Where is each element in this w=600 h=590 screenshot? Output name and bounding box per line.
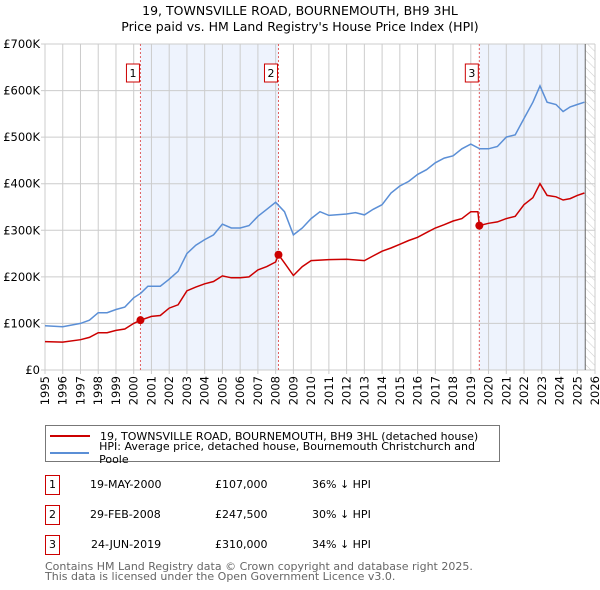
transaction-price: £310,000 — [215, 538, 268, 551]
transaction-marker: 3 — [45, 535, 60, 555]
sale-label-box — [263, 63, 278, 83]
x-tick-label: 2013 — [357, 376, 371, 405]
x-tick-label: 2019 — [464, 376, 478, 405]
y-tick-label: £300K — [3, 223, 40, 237]
sale-label: 3 — [468, 67, 475, 80]
x-tick-label: 2010 — [304, 376, 318, 405]
transaction-hpi-diff: 34% ↓ HPI — [312, 538, 371, 551]
x-tick-label: 2002 — [162, 376, 176, 405]
transaction-marker: 1 — [45, 475, 60, 495]
y-tick-label: £200K — [3, 270, 40, 284]
footer-copyright: Contains HM Land Registry data © Crown c… — [45, 560, 473, 573]
y-tick-label: £600K — [3, 84, 40, 98]
y-tick-label: £0 — [25, 363, 40, 377]
future-hatch — [585, 44, 595, 370]
transaction-date: 29-FEB-2008 — [90, 508, 161, 521]
x-tick-label: 2025 — [570, 376, 584, 405]
sale-label-box — [464, 63, 479, 83]
sale-label-box — [125, 63, 140, 83]
footer-licence: This data is licensed under the Open Gov… — [45, 570, 396, 583]
x-tick-label: 2011 — [322, 376, 336, 405]
shaded-period — [140, 44, 279, 370]
x-tick-label: 2024 — [553, 376, 567, 405]
transaction-row: 3 24-JUN-2019 £310,000 34% ↓ HPI — [45, 535, 445, 555]
y-tick-label: £400K — [3, 177, 40, 191]
legend-label-property: 19, TOWNSVILLE ROAD, BOURNEMOUTH, BH9 3H… — [100, 429, 479, 443]
sale-point — [274, 250, 283, 259]
transaction-row: 2 29-FEB-2008 £247,500 30% ↓ HPI — [45, 505, 445, 525]
transaction-hpi-diff: 36% ↓ HPI — [312, 478, 371, 491]
x-tick-label: 2006 — [233, 376, 247, 405]
chart-title: 19, TOWNSVILLE ROAD, BOURNEMOUTH, BH9 3H… — [142, 3, 458, 18]
x-tick-label: 2015 — [393, 376, 407, 405]
sale-label: 1 — [129, 67, 136, 80]
transaction-row: 1 19-MAY-2000 £107,000 36% ↓ HPI — [45, 475, 445, 495]
legend: 19, TOWNSVILLE ROAD, BOURNEMOUTH, BH9 3H… — [45, 425, 500, 466]
sale-label: 2 — [267, 67, 274, 80]
price-chart: 1995 1996 1997 1998 1999 2000 2001 2002 2003 2004… — [3, 37, 600, 405]
transaction-price: £107,000 — [215, 478, 268, 491]
x-tick-label: 1998 — [91, 376, 105, 405]
transaction-date: 24-JUN-2019 — [91, 538, 162, 551]
x-tick-label: 2001 — [144, 376, 158, 405]
x-tick-label: 2014 — [375, 376, 389, 405]
transaction-price: £247,500 — [215, 508, 268, 521]
x-tick-label: 2007 — [251, 376, 265, 405]
x-tick-label: 2021 — [499, 376, 513, 405]
property-price-line — [44, 182, 585, 343]
x-tick-label: 1999 — [109, 376, 123, 405]
legend-item-property: 19, TOWNSVILLE ROAD, BOURNEMOUTH, BH9 3H… — [50, 428, 478, 444]
x-tick-label: 2026 — [588, 376, 600, 405]
x-tick-label: 1997 — [73, 376, 87, 405]
transaction-marker: 2 — [45, 505, 60, 525]
transaction-hpi-diff: 30% ↓ HPI — [312, 508, 371, 521]
x-tick-label: 2009 — [286, 376, 300, 405]
shaded-period — [479, 44, 586, 370]
sale-point — [475, 221, 484, 230]
x-tick-label: 2022 — [517, 376, 531, 405]
x-tick-label: 2017 — [428, 376, 442, 405]
y-tick-label: £100K — [3, 316, 40, 330]
y-tick-label: £500K — [3, 130, 40, 144]
x-tick-label: 2023 — [535, 376, 549, 405]
x-tick-label: 1996 — [56, 376, 70, 405]
legend-swatch-property — [50, 435, 90, 437]
sale-point — [136, 316, 145, 325]
transaction-date: 19-MAY-2000 — [90, 478, 162, 491]
y-tick-label: £700K — [3, 37, 40, 51]
hpi-line — [44, 84, 585, 328]
legend-label-hpi: HPI: Average price, detached house, Bour… — [99, 440, 476, 466]
chart-subtitle: Price paid vs. HM Land Registry's House … — [121, 19, 479, 34]
x-tick-label: 2012 — [340, 376, 354, 405]
x-tick-label: 2018 — [446, 376, 460, 405]
x-tick-label: 2005 — [215, 376, 229, 405]
x-tick-label: 2020 — [482, 376, 496, 405]
legend-item-hpi: HPI: Average price, detached house, Bour… — [50, 440, 499, 466]
legend-swatch-hpi — [50, 452, 90, 454]
x-tick-label: 2000 — [127, 376, 141, 405]
x-tick-label: 2016 — [411, 376, 425, 405]
x-tick-label: 2003 — [180, 376, 194, 405]
x-tick-label: 2008 — [269, 376, 283, 405]
x-tick-label: 1995 — [38, 376, 52, 405]
x-tick-label: 2004 — [198, 376, 212, 405]
